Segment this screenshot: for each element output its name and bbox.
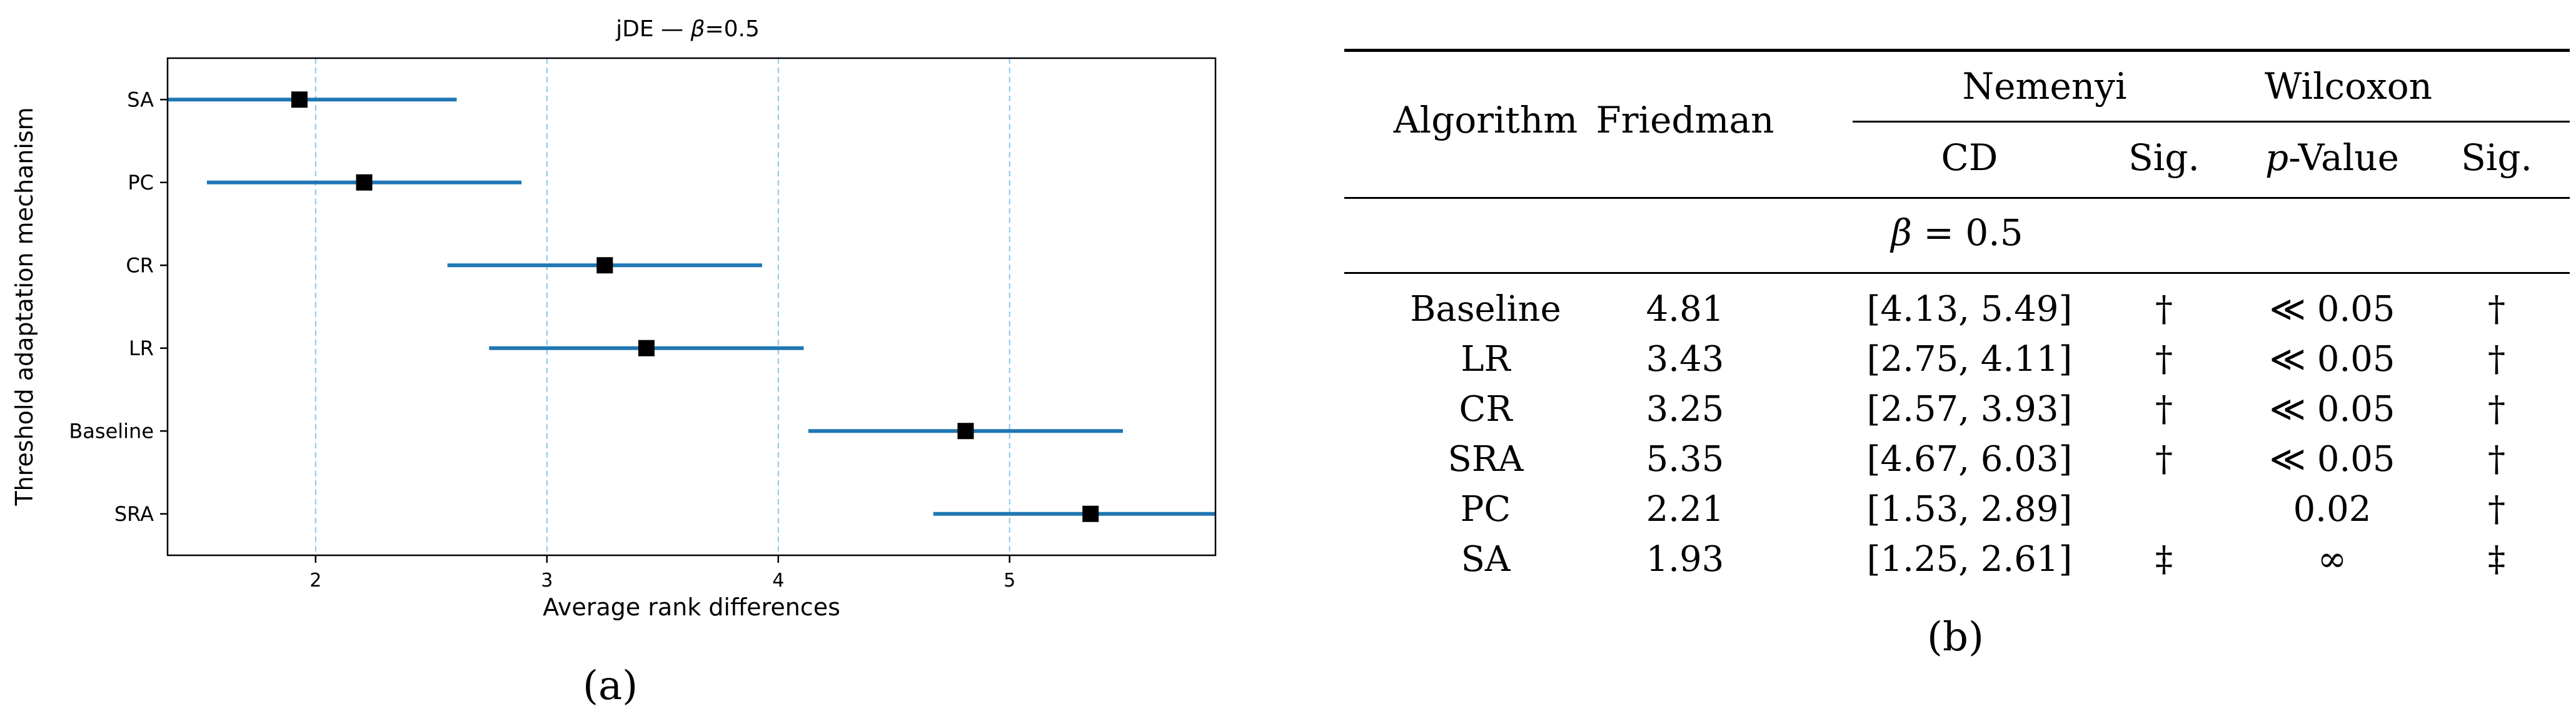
- cell-cd: [4.67, 6.03]: [1866, 439, 2073, 480]
- group-label: β = 0.5: [1891, 211, 2023, 254]
- cell-sig2: †: [2488, 339, 2505, 380]
- cell-sig1: †: [2155, 439, 2173, 480]
- cell-pvalue: ∞: [2317, 539, 2347, 580]
- plot-frame: [166, 57, 1217, 557]
- cell-pvalue: ≪ 0.05: [2269, 289, 2395, 330]
- cell-sig1: †: [2155, 289, 2173, 330]
- cell-cd: [1.25, 2.61]: [1866, 539, 2073, 580]
- x-tick-label: 2: [309, 570, 321, 592]
- cell-friedman: 2.21: [1646, 489, 1724, 530]
- cell-algorithm: SA: [1461, 539, 1511, 580]
- panel-label-b: (b): [1927, 614, 1984, 660]
- marker-baseline: [957, 423, 974, 440]
- cell-algorithm: LR: [1461, 339, 1511, 380]
- cell-cd: [1.53, 2.89]: [1866, 489, 2073, 530]
- header-cd: CD: [1941, 136, 1998, 179]
- y-tick-label: SRA: [114, 502, 154, 526]
- cell-pvalue: ≪ 0.05: [2269, 339, 2395, 380]
- results-table: Algorithm Friedman Nemenyi Wilcoxon CD S…: [1344, 38, 2570, 663]
- group-rule: [1344, 272, 2570, 274]
- header-sig-nemenyi: Sig.: [2128, 136, 2200, 179]
- y-ticks: SA PC CR LR Baseline SRA: [69, 88, 168, 526]
- error-bars: [168, 91, 1215, 522]
- header-friedman: Friedman: [1596, 99, 1774, 141]
- marker-pc: [356, 174, 373, 191]
- header-wilcoxon: Wilcoxon: [2264, 65, 2433, 108]
- cell-sig2: †: [2488, 389, 2505, 430]
- marker-cr: [596, 257, 613, 274]
- cell-sig2: †: [2488, 439, 2505, 480]
- cell-friedman: 4.81: [1646, 289, 1724, 330]
- grid-lines: [314, 58, 1010, 555]
- cell-cd: [2.75, 4.11]: [1866, 339, 2073, 380]
- cell-friedman: 3.25: [1646, 389, 1724, 430]
- header-pvalue: p-Value: [2265, 136, 2399, 179]
- cell-algorithm: SRA: [1447, 439, 1524, 480]
- cell-sig2: ‡: [2488, 539, 2505, 580]
- marker-sra: [1082, 505, 1099, 522]
- cell-cd: [2.57, 3.93]: [1866, 389, 2073, 430]
- cell-friedman: 5.35: [1646, 439, 1724, 480]
- cell-sig1: †: [2155, 339, 2173, 380]
- cell-sig2: †: [2488, 289, 2505, 330]
- cell-sig1: ‡: [2155, 539, 2173, 580]
- cell-sig1: †: [2155, 389, 2173, 430]
- cell-pvalue: 0.02: [2293, 489, 2372, 530]
- y-tick-label: LR: [129, 336, 154, 360]
- cell-pvalue: ≪ 0.05: [2269, 439, 2395, 480]
- top-rule: [1344, 49, 2570, 52]
- error-bar-chart: jDE — β=0.5 SA PC CR LR Baseline SRA 2 3 4 5 Ave…: [11, 16, 1217, 621]
- header-sig-wilcoxon: Sig.: [2461, 136, 2532, 179]
- cell-friedman: 1.93: [1646, 539, 1724, 580]
- cell-sig2: †: [2488, 489, 2505, 530]
- cell-algorithm: CR: [1459, 389, 1512, 430]
- marker-sa: [291, 91, 308, 108]
- cell-algorithm: Baseline: [1410, 289, 1561, 330]
- header-algorithm: Algorithm: [1393, 99, 1578, 141]
- cell-friedman: 3.43: [1646, 339, 1724, 380]
- y-tick-label: SA: [127, 88, 154, 111]
- marker-lr: [638, 340, 655, 356]
- x-ticks: 2 3 4 5: [309, 555, 1015, 592]
- y-tick-label: CR: [126, 253, 154, 277]
- cell-algorithm: PC: [1460, 489, 1511, 530]
- chart-panel: jDE — β=0.5 SA PC CR LR Baseline SRA 2 3 4 5 Ave…: [0, 0, 1250, 721]
- header-nemenyi: Nemenyi: [1962, 65, 2127, 108]
- nemenyi-subrule: [1853, 121, 2570, 123]
- y-axis-label: Threshold adaptation mechanism: [11, 107, 38, 506]
- cell-cd: [4.13, 5.49]: [1866, 289, 2073, 330]
- chart-title: jDE — β=0.5: [615, 16, 760, 42]
- panel-label-a: (a): [583, 663, 638, 709]
- header-rule: [1344, 197, 2570, 199]
- x-tick-label: 3: [541, 570, 553, 592]
- x-axis-label: Average rank differences: [543, 593, 840, 621]
- y-tick-label: Baseline: [69, 419, 154, 443]
- x-tick-label: 5: [1004, 570, 1015, 592]
- x-tick-label: 4: [772, 570, 784, 592]
- cell-pvalue: ≪ 0.05: [2269, 389, 2395, 430]
- y-tick-label: PC: [128, 171, 154, 194]
